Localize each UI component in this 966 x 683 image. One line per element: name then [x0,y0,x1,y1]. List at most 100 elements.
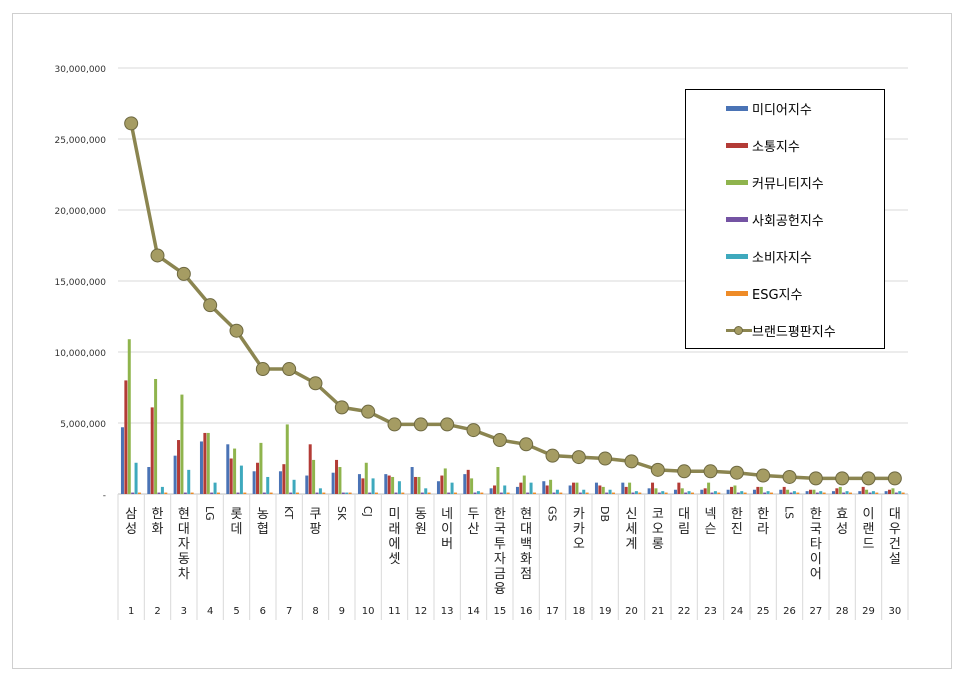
bar-esg [295,492,299,494]
bar-comm [229,458,233,494]
bar-comm [335,459,339,494]
bar-community [206,432,210,494]
rank-label: 8 [312,606,318,617]
legend-swatch-comm [726,142,748,148]
y-axis-ticks: 30,000,000 25,000,000 20,000,000 15,000,000… [54,65,106,501]
bar-esg [638,492,642,494]
bar-social [578,492,582,494]
bar-social [236,492,240,494]
bar-media [199,441,203,494]
bar-community [628,482,632,494]
bar-social [605,492,609,494]
bar-social [657,492,661,494]
rank-label: 26 [783,606,796,617]
bar-community [417,476,421,494]
bar-comm [387,475,391,494]
bar-esg [532,492,536,494]
legend-item-brand: 브랜드평판지수 [726,320,836,340]
rank-label: 27 [809,606,822,617]
bar-media [647,488,651,494]
bar-media [858,491,862,494]
brand-point [308,376,323,391]
bar-comm [598,485,602,494]
bar-esg [401,492,405,494]
bar-community [549,479,553,494]
bar-community [522,475,526,494]
bar-media [278,471,282,494]
category-label: LS [783,506,796,519]
rank-label: 30 [888,606,901,617]
bar-social [420,492,424,494]
y-tick-label: 5,000,000 [60,420,106,430]
bar-social [763,492,767,494]
brand-point [282,362,297,377]
bar-comm [466,469,470,494]
rank-label: 11 [388,606,401,617]
bar-consumer [555,489,559,494]
gridlines [117,67,909,620]
bar-community [233,448,237,494]
brand-point [571,450,586,465]
bar-esg [743,492,747,494]
bar-social [815,492,819,494]
bar-esg [585,492,589,494]
brand-point [861,471,876,486]
bar-consumer [187,469,191,494]
bar-community [443,468,447,494]
legend-swatch-brand [726,325,752,335]
bar-consumer [160,486,164,494]
bar-social [447,492,451,494]
brand-point [203,298,218,313]
bar-media [463,474,467,494]
legend-swatch-social [726,216,748,222]
rank-label: 1 [128,606,134,617]
bars [120,339,905,494]
rank-label: 21 [651,606,664,617]
rank-label: 3 [181,606,187,617]
bar-consumer [871,491,875,494]
brand-point [650,462,665,477]
bar-consumer [476,491,480,494]
brand-line [124,116,902,486]
brand-point [255,362,270,377]
bar-comm [730,486,734,494]
y-tick-label: 30,000,000 [54,65,106,75]
bar-media [226,444,230,494]
bar-social [736,492,740,494]
legend-label-brand: 브랜드평판지수 [752,324,836,340]
bar-esg [506,492,510,494]
bar-community [364,462,368,494]
bar-esg [216,492,220,494]
bar-esg [664,492,668,494]
bar-community [127,339,131,494]
bar-comm [782,486,786,494]
bar-esg [901,492,905,494]
legend-item-community: 커뮤니티지수 [726,172,824,192]
category-label: LG [203,506,216,521]
category-label: CJ [361,506,374,517]
bar-esg [611,492,615,494]
bar-media [410,467,414,494]
bar-comm [545,485,549,494]
bar-consumer [292,479,296,494]
rank-label: 15 [493,606,506,617]
bar-community [180,394,184,494]
rank-label: 25 [757,606,770,617]
bar-comm [124,380,128,494]
bar-esg [137,492,141,494]
bar-esg [875,492,879,494]
rank-label: 9 [339,606,345,617]
